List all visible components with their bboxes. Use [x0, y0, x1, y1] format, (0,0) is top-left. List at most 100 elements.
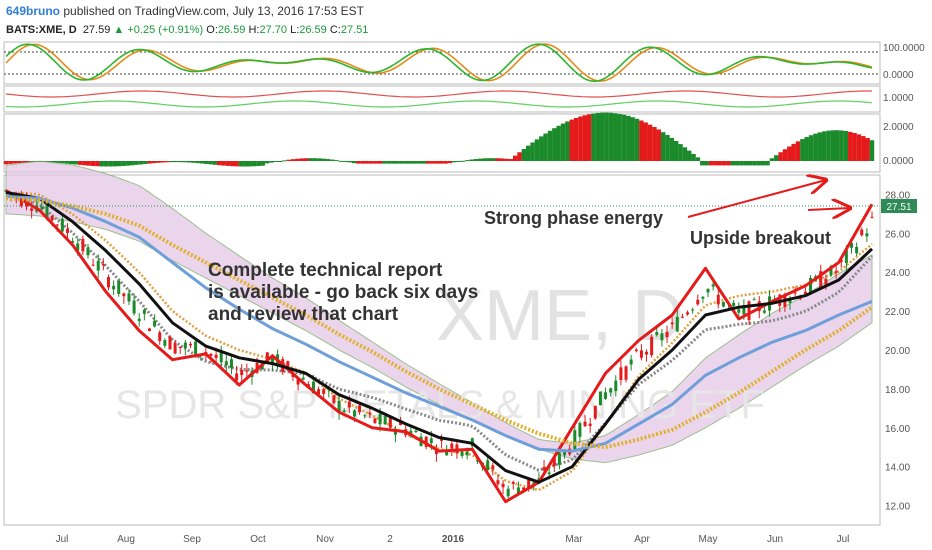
candle-body — [81, 239, 85, 252]
histogram-bar — [308, 158, 313, 161]
candle-body — [132, 300, 136, 314]
histogram-bar — [521, 148, 527, 161]
histogram-bar — [321, 158, 326, 161]
candle-body — [122, 293, 126, 297]
histogram-bar — [273, 161, 279, 162]
candle-body — [96, 260, 100, 271]
candle-body — [163, 340, 167, 346]
histogram-bar — [86, 161, 91, 166]
histogram-bar — [112, 161, 117, 167]
histogram-bar — [582, 115, 587, 161]
histogram-bar — [108, 161, 113, 167]
phase-energy-arrow — [687, 180, 826, 218]
histogram-bar — [230, 161, 235, 167]
candle-body — [680, 316, 684, 318]
histogram-bar — [599, 112, 605, 161]
histogram-bar — [695, 157, 701, 161]
histogram-bar — [60, 161, 65, 164]
last-price-badge-label: 27.51 — [886, 202, 911, 213]
symbol-name[interactable]: BATS:XME, D — [6, 24, 77, 36]
histogram-bar — [626, 115, 631, 161]
histogram-bar — [351, 161, 357, 164]
annotation-report-line1: Complete technical report — [208, 260, 443, 281]
candle-body — [178, 346, 182, 348]
candle-body — [573, 430, 577, 450]
histogram-bar — [264, 161, 270, 164]
histogram-bar — [700, 161, 705, 166]
histogram-bar — [221, 161, 226, 166]
candle-body — [188, 343, 192, 346]
candle-body — [624, 366, 628, 380]
histogram-bar — [347, 161, 352, 163]
candle-body — [127, 293, 131, 302]
histogram-bar — [621, 114, 627, 161]
candle-body — [527, 480, 531, 488]
histogram-bar — [734, 161, 740, 166]
histogram-bar — [539, 136, 544, 161]
histogram-bar — [195, 161, 200, 164]
candle-body — [516, 487, 520, 495]
watermark-symbol: XME, D — [436, 276, 684, 356]
candle-body — [153, 320, 157, 327]
up-arrow-icon: ▲ — [113, 24, 125, 36]
histogram-bar — [499, 158, 505, 161]
histogram-bar — [186, 161, 191, 163]
last-price: 27.59 — [82, 24, 111, 36]
candle-body — [650, 336, 654, 356]
histogram-bar — [51, 161, 57, 163]
candle-body — [855, 246, 859, 254]
histogram-bar — [317, 158, 322, 161]
histogram-bar — [508, 159, 514, 161]
candle-body — [450, 443, 454, 449]
histogram-bar — [199, 161, 205, 164]
histogram-bar — [156, 161, 161, 163]
histogram-bar — [482, 158, 487, 161]
histogram-bar — [608, 112, 614, 161]
orange-average-line — [5, 191, 873, 492]
histogram-bar — [647, 124, 653, 161]
candle-body — [265, 352, 269, 361]
candle-body — [557, 452, 561, 465]
histogram-bar — [64, 161, 70, 164]
x-tick-label: Nov — [316, 534, 334, 545]
histogram-bar — [834, 130, 840, 161]
candle-body — [762, 310, 766, 313]
candle-body — [322, 389, 326, 394]
candle-body — [511, 482, 515, 484]
histogram-bar — [247, 161, 252, 167]
candle-body — [214, 354, 218, 358]
candle-body — [137, 318, 141, 322]
candle-body — [639, 350, 643, 358]
candle-body — [501, 483, 505, 488]
price-y-tick: 18.00 — [885, 385, 910, 396]
histogram-bar — [421, 161, 426, 164]
candle-body — [270, 355, 274, 366]
candle-body — [240, 369, 244, 376]
histogram-bar — [713, 161, 718, 166]
histogram-bar — [643, 122, 648, 161]
histogram-bar — [243, 161, 248, 167]
histogram-bar — [291, 159, 296, 161]
candle-body — [547, 472, 551, 475]
candle-body — [352, 410, 356, 417]
candle-body — [721, 301, 725, 307]
histogram-bar — [138, 161, 144, 165]
histogram-bar — [395, 161, 400, 164]
username-link[interactable]: 649bruno — [6, 4, 61, 18]
histogram-bar — [852, 132, 857, 161]
histogram-bar — [408, 161, 413, 164]
histogram-bar — [299, 158, 305, 161]
histogram-bar — [182, 161, 187, 163]
histogram-bar — [478, 158, 483, 161]
low-value: 26.59 — [299, 24, 327, 36]
histogram-bar — [151, 161, 157, 164]
candle-body — [368, 412, 372, 415]
histogram-bar — [791, 143, 796, 161]
histogram-bar — [277, 161, 283, 162]
candle-body — [86, 247, 90, 256]
histogram-bar — [208, 161, 213, 165]
price-y-tick: 16.00 — [885, 424, 910, 435]
candle-body — [809, 277, 813, 292]
histogram-bar — [826, 130, 831, 161]
